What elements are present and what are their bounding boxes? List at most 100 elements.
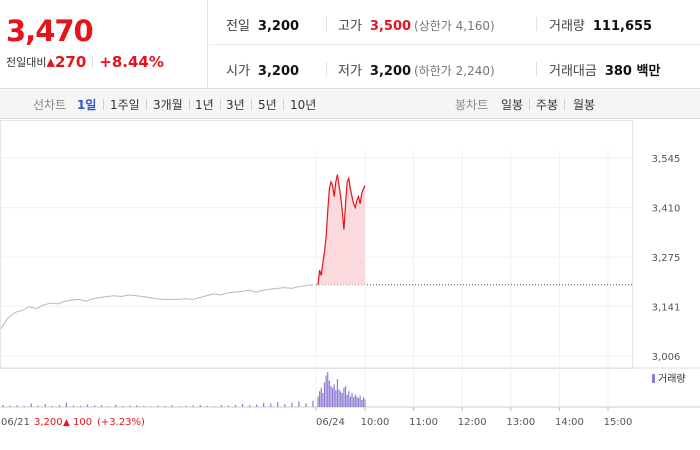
prev-day-close-label: 3,200 [34,417,63,428]
x-tick-label: 10:00 [361,417,390,428]
volume-label: 거래량 [549,19,585,34]
tab-5-years[interactable]: 5년 [258,98,277,112]
today-volume-bar [317,396,319,407]
today-volume-bar [341,393,343,407]
change-label: 전일대비 [6,56,47,69]
low-label: 저가 [338,64,362,79]
tab-divider [189,99,190,110]
tab-divider [220,99,221,110]
open-value: 3,200 [257,64,300,79]
low-value: 3,200 [369,64,412,79]
today-volume-bar [359,395,361,407]
volume-bars [2,372,366,407]
price-chart: 3,545 3,410 3,275 3,141 3,006 10:00 11:00 12:0… [0,120,700,428]
prev-day-volume-bar [192,405,194,407]
today-price-area [318,174,365,285]
volume-legend-swatch [652,374,655,383]
current-price: 3,470 [6,14,94,48]
divider [326,17,327,31]
prev-day-volume-bar [108,406,110,407]
today-volume-bar [364,399,366,407]
x-tick-label: 15:00 [604,417,633,428]
prev-day-volume-bar [129,405,131,407]
prev-day-volume-bar [30,403,32,407]
y-tick-label: 3,275 [652,253,681,264]
tab-1-year[interactable]: 1년 [195,98,214,112]
prev-day-volume-bar [23,405,25,407]
today-date-label: 06/24 [316,417,345,428]
today-volume-bar [346,394,348,407]
tab-divider [564,99,565,110]
today-volume-bar [323,382,326,407]
price-lines [0,174,632,330]
candle-chart-label: 봉차트 [455,98,489,112]
high-value: 3,500 [369,19,412,34]
trade-value-label: 거래대금 [549,64,597,79]
prev-day-volume-bar [213,406,215,407]
today-volume-bar [353,397,355,407]
prev-day-date-label: 06/21 [1,417,30,428]
today-volume-bar [327,372,329,407]
x-tick-label: 14:00 [555,417,584,428]
prev-day-volume-bar [44,404,46,407]
prev-day-up-arrow-icon: ▲ [63,418,70,428]
prev-day-volume-bar [58,405,60,407]
prev-day-volume-bar [93,405,96,407]
upper-limit: (상한가 4,160) [414,19,495,33]
prev-day-volume-bar [122,405,124,407]
tab-monthly-candle[interactable]: 월봉 [573,98,596,112]
today-volume-bar [361,400,363,407]
prev-day-volume-bar [9,405,11,407]
tab-divider [146,99,147,110]
today-volume-bar [344,386,347,407]
today-volume-bar [362,397,364,407]
today-volume-bar [325,375,327,407]
prev-day-volume-bar [185,405,187,407]
x-axis-ticks: 10:00 11:00 12:00 13:00 14:00 15:00 [361,417,633,428]
today-price-line [317,174,366,285]
tab-daily-candle[interactable]: 일봉 [501,98,524,112]
tab-divider [251,99,252,110]
quote-summary: 3,470 전일대비▲270 +8.44% 전일 3,200 고가 3,500 (상한가… [0,0,700,89]
x-tick-label: 13:00 [506,417,535,428]
prev-day-volume-bar [270,403,272,407]
tab-1-week[interactable]: 1주일 [110,98,140,112]
tab-3-years[interactable]: 3년 [226,98,245,112]
prev-day-volume-bar [171,405,173,407]
y-axis-ticks: 3,545 3,410 3,275 3,141 3,006 [652,154,681,363]
prev-day-volume-bar [227,405,230,407]
prev-day-volume-bar [312,400,314,407]
tab-10-years[interactable]: 10년 [290,98,317,112]
today-volume-bar [354,394,356,407]
today-volume-bar [331,387,334,407]
change-amount: 270 [54,53,87,71]
price-box: 3,470 전일대비▲270 +8.44% [0,0,208,89]
prev-close-value: 3,200 [257,19,300,34]
today-volume-bar [320,387,322,407]
prev-day-volume-bar [234,404,237,407]
stat-low: 저가 3,200 (하한가 2,240) [338,60,495,79]
prev-day-volume-bar [256,404,258,407]
tab-weekly-candle[interactable]: 주봉 [536,98,559,112]
prev-day-volume-bar [199,404,201,407]
tab-divider [529,99,530,110]
prev-day-volume-bar [51,405,53,407]
y-tick-label: 3,141 [652,302,681,313]
prev-day-volume-bar [65,402,68,407]
today-volume-bar [333,384,335,407]
prev-day-volume-bar [291,402,293,407]
prev-day-volume-bar [143,405,145,407]
prev-day-volume-bar [178,406,180,407]
tab-3-months[interactable]: 3개월 [153,98,183,112]
divider [92,56,94,68]
stat-volume: 거래량 111,655 [549,15,652,34]
lower-limit: (하한가 2,240) [414,64,495,78]
line-chart-label: 선차트 [33,98,67,112]
today-volume-bar [340,391,342,407]
prev-day-volume-bar [284,404,286,407]
open-label: 시가 [226,64,250,79]
divider [536,62,537,76]
today-volume-bar [348,391,350,407]
tab-1-day[interactable]: 1일 [77,98,97,112]
prev-day-volume-bar [298,401,300,407]
